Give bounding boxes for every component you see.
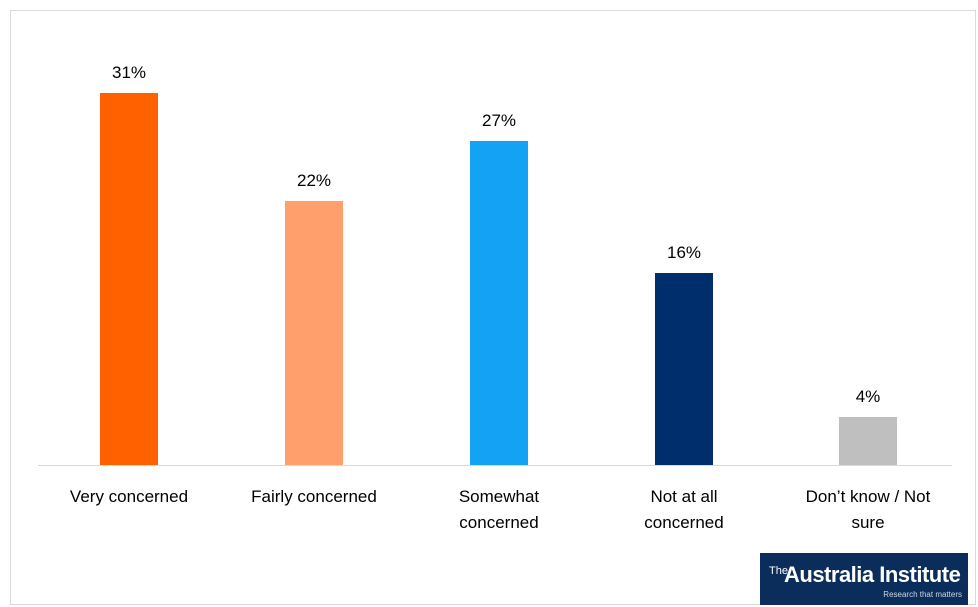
bar-4 xyxy=(839,417,897,465)
bar-2 xyxy=(470,141,528,465)
category-label-3: Not at all concerned xyxy=(644,487,723,532)
data-labels-group: 31% 22% 27% 16% 4% xyxy=(112,63,880,406)
category-label-line: Not at all xyxy=(650,487,717,506)
category-label-4: Don’t know / Not sure xyxy=(806,487,931,532)
data-label-3: 16% xyxy=(667,243,701,262)
logo-tagline: Research that matters xyxy=(883,590,962,599)
bar-3 xyxy=(655,273,713,465)
bars-group xyxy=(100,93,897,465)
data-label-0: 31% xyxy=(112,63,146,82)
logo-prefix: The xyxy=(769,565,788,577)
data-label-1: 22% xyxy=(297,171,331,190)
category-label-0: Very concerned xyxy=(70,487,188,506)
australia-institute-logo: The Australia Institute Research that ma… xyxy=(760,553,968,605)
data-label-4: 4% xyxy=(856,387,881,406)
bar-0 xyxy=(100,93,158,465)
category-label-line: concerned xyxy=(644,513,723,532)
category-label-line: sure xyxy=(851,513,884,532)
category-label-line: Fairly concerned xyxy=(251,487,377,506)
category-labels-group: Very concerned Fairly concerned Somewhat co… xyxy=(70,487,931,532)
data-label-2: 27% xyxy=(482,111,516,130)
category-label-1: Fairly concerned xyxy=(251,487,377,506)
category-label-line: concerned xyxy=(459,513,538,532)
category-label-line: Very concerned xyxy=(70,487,188,506)
category-label-line: Somewhat xyxy=(459,487,540,506)
bar-1 xyxy=(285,201,343,465)
category-label-2: Somewhat concerned xyxy=(459,487,540,532)
logo-name: Australia Institute xyxy=(784,562,961,587)
category-label-line: Don’t know / Not xyxy=(806,487,931,506)
